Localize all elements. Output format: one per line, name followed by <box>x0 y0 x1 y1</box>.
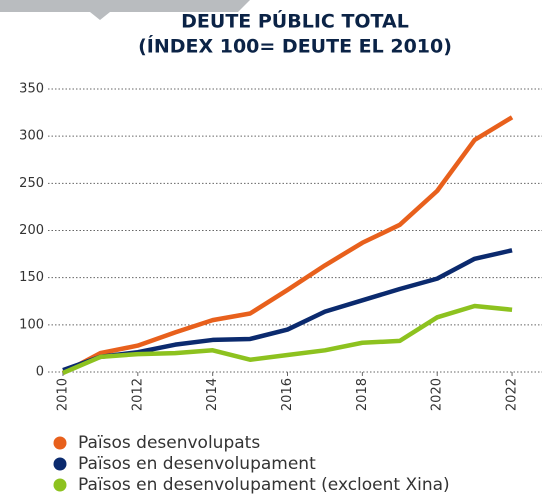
legend-marker <box>53 457 67 471</box>
y-tick-label: 350 <box>19 82 44 97</box>
legend-marker <box>53 436 67 450</box>
y-tick-label: 150 <box>19 270 44 285</box>
legend-marker <box>53 478 67 492</box>
y-tick-label: 100 <box>19 317 44 332</box>
series-line <box>62 303 513 376</box>
legend-label: Països en desenvolupament (excloent Xina… <box>78 475 450 495</box>
y-tick-label: 0 <box>36 365 44 380</box>
y-tick-label: 300 <box>19 129 44 144</box>
series-line <box>61 115 514 375</box>
chart-subtitle: (ÍNDEX 100= DEUTE EL 2010) <box>138 35 452 58</box>
legend-label: Països en desenvolupament <box>78 454 316 474</box>
x-tick-label: 2010 <box>55 378 70 411</box>
series-line <box>62 248 513 373</box>
header-tab <box>0 0 250 20</box>
x-tick-label: 2016 <box>280 378 295 411</box>
x-tick-label: 2014 <box>205 378 220 411</box>
x-tick-label: 2020 <box>430 378 445 411</box>
chart-title: DEUTE PÚBLIC TOTAL <box>181 9 409 33</box>
x-tick-label: 2022 <box>505 378 520 411</box>
x-tick-label: 2012 <box>130 378 145 411</box>
y-tick-label: 250 <box>19 176 44 191</box>
y-tick-label: 200 <box>19 223 44 238</box>
legend-label: Països desenvolupats <box>78 433 260 453</box>
x-tick-label: 2018 <box>355 378 370 411</box>
